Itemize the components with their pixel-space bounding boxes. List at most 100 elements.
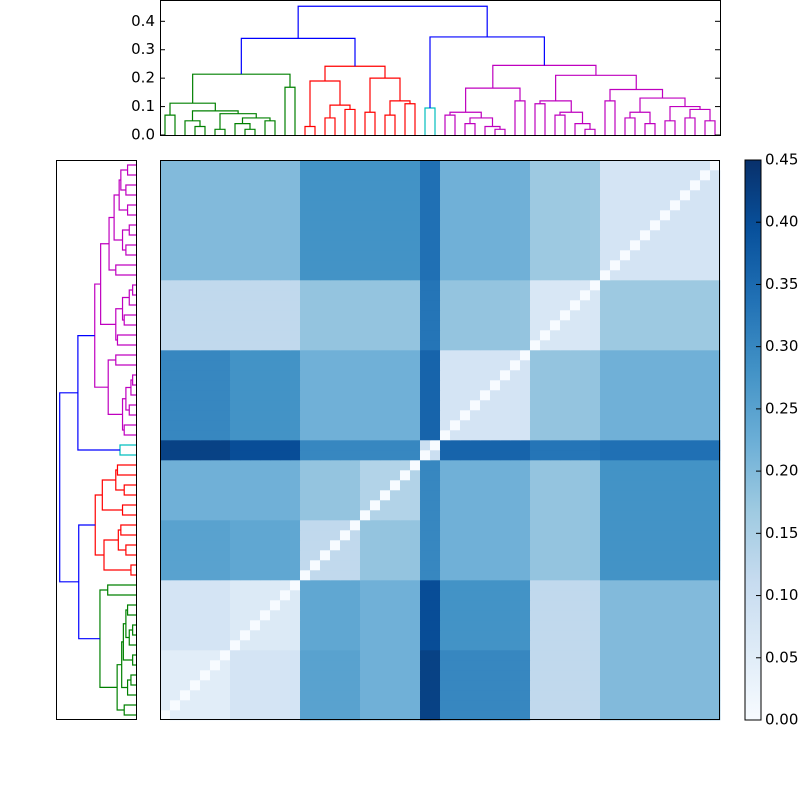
- heatmap-cell: [580, 650, 591, 661]
- heatmap-cell: [660, 260, 671, 271]
- heatmap-cell: [450, 190, 461, 201]
- heatmap-cell: [430, 320, 441, 331]
- heatmap-cell: [570, 390, 581, 401]
- heatmap-cell: [290, 410, 301, 421]
- heatmap-cell: [400, 570, 411, 581]
- heatmap-cell: [290, 430, 301, 441]
- heatmap-cell: [640, 290, 651, 301]
- heatmap-cell: [590, 260, 601, 271]
- heatmap-cell: [710, 320, 721, 331]
- heatmap-cell: [630, 180, 641, 191]
- heatmap-cell: [330, 470, 341, 481]
- heatmap-cell: [640, 660, 651, 671]
- heatmap-cell: [640, 320, 651, 331]
- heatmap-cell: [160, 320, 171, 331]
- heatmap-cell: [550, 640, 561, 651]
- heatmap-cell: [390, 410, 401, 421]
- heatmap-cell: [350, 650, 361, 661]
- heatmap-cell: [550, 380, 561, 391]
- dendrogram-link: [125, 184, 136, 196]
- heatmap-cell: [360, 690, 371, 701]
- heatmap-cell: [420, 270, 431, 281]
- heatmap-cell: [580, 320, 591, 331]
- heatmap-cell: [710, 410, 721, 421]
- heatmap-cell: [310, 160, 321, 171]
- heatmap-cell: [330, 520, 341, 531]
- heatmap-cell: [210, 700, 221, 711]
- heatmap-cell: [170, 480, 181, 491]
- heatmap-cell: [500, 330, 511, 341]
- heatmap-cell: [520, 710, 531, 721]
- heatmap-cell: [560, 450, 571, 461]
- heatmap-cell: [660, 700, 671, 711]
- heatmap-cell: [180, 660, 191, 671]
- heatmap-cell: [410, 600, 421, 611]
- heatmap-cell: [630, 250, 641, 261]
- heatmap-cell: [430, 710, 441, 721]
- heatmap-cell: [260, 160, 271, 171]
- dendrogram-link: [584, 128, 596, 135]
- heatmap-cell: [410, 190, 421, 201]
- heatmap-cell: [610, 690, 621, 701]
- heatmap-cell: [680, 410, 691, 421]
- heatmap-cell: [670, 600, 681, 611]
- heatmap-cell: [640, 360, 651, 371]
- heatmap-cell: [630, 700, 641, 711]
- heatmap-cell: [160, 180, 171, 191]
- heatmap-cell: [240, 400, 251, 411]
- heatmap-cell: [690, 170, 701, 181]
- heatmap-cell: [660, 670, 671, 681]
- heatmap-cell: [230, 260, 241, 271]
- heatmap-cell: [320, 390, 331, 401]
- heatmap-cell: [580, 240, 591, 251]
- heatmap-cell: [210, 510, 221, 521]
- heatmap-cell: [180, 590, 191, 601]
- heatmap-cell: [710, 420, 721, 431]
- heatmap-cell: [500, 160, 511, 171]
- heatmap-cell: [620, 320, 631, 331]
- heatmap-cell: [490, 430, 501, 441]
- heatmap-cell: [630, 390, 641, 401]
- heatmap-cell: [270, 710, 281, 721]
- heatmap-cell: [370, 640, 381, 651]
- heatmap-cell: [200, 220, 211, 231]
- heatmap-cell: [260, 260, 271, 271]
- dendrogram-link: [113, 194, 123, 241]
- heatmap-cell: [330, 620, 341, 631]
- colorbar: [744, 159, 762, 721]
- heatmap-cell: [470, 550, 481, 561]
- heatmap-cell: [370, 270, 381, 281]
- dendrogram-link: [191, 110, 239, 121]
- heatmap-cell: [220, 560, 231, 571]
- heatmap-cell: [550, 280, 561, 291]
- heatmap-cell: [360, 560, 371, 571]
- heatmap-cell: [490, 310, 501, 321]
- dendrogram-link: [234, 123, 251, 135]
- heatmap-cell: [340, 510, 351, 521]
- heatmap-cell: [600, 300, 611, 311]
- heatmap-cell: [660, 560, 671, 571]
- heatmap-cell: [580, 470, 591, 481]
- heatmap-cell: [480, 290, 491, 301]
- heatmap-cell: [500, 350, 511, 361]
- heatmap-cell: [360, 480, 371, 491]
- heatmap-cell: [420, 620, 431, 631]
- heatmap-cell: [220, 380, 231, 391]
- heatmap-cell: [350, 240, 361, 251]
- heatmap-cell: [450, 350, 461, 361]
- y-tick-label: 0.0: [131, 126, 155, 144]
- heatmap-cell: [190, 520, 201, 531]
- heatmap-cell: [260, 280, 271, 291]
- heatmap-cell: [170, 350, 181, 361]
- heatmap-cell: [690, 490, 701, 501]
- heatmap-cell: [180, 340, 191, 351]
- heatmap-cell: [280, 600, 291, 611]
- heatmap-cell: [380, 640, 391, 651]
- heatmap-cell: [580, 610, 591, 621]
- heatmap-cell: [250, 270, 261, 281]
- heatmap-cell: [290, 660, 301, 671]
- heatmap-cell: [700, 180, 711, 191]
- heatmap-cell: [400, 600, 411, 611]
- heatmap-cell: [500, 410, 511, 421]
- heatmap-cell: [490, 350, 501, 361]
